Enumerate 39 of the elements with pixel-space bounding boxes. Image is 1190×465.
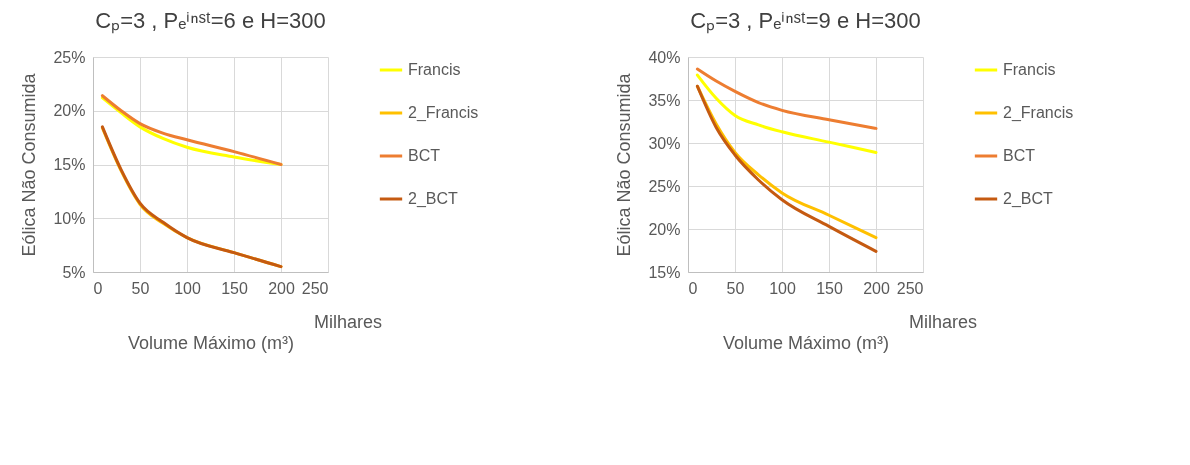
text: Milhares [908,312,978,332]
legend-label: Francis [1003,61,1056,78]
x-axis-title: Volume Máximo (m³) [722,332,890,353]
legend-label: 2_Francis [1003,104,1074,122]
y-tick-label: 15% [648,263,681,281]
x-tick-label: 200 [863,279,890,297]
x-tick-label: 100 [769,279,796,297]
legend-label: 2_BCT [1003,190,1054,208]
legend-label: 2_Francis [408,104,479,122]
x-tick-label: 100 [174,279,201,297]
x-tick-label: 250 [301,279,329,297]
y-tick-label: 30% [648,134,681,152]
x-tick-label: 0 [93,279,103,297]
y-tick-label: 15% [53,156,86,173]
legend-label: BCT [1003,147,1036,164]
x-tick-label: 150 [221,279,248,297]
x-axis-title: Volume Máximo (m³) [127,332,295,353]
x-tick-label: 50 [131,279,150,297]
x-tick-label: 200 [268,279,295,297]
legend-label: Francis [408,61,461,78]
text: Milhares [313,312,383,332]
x-tick-label: 0 [688,279,698,297]
y-tick-label: 10% [53,209,86,227]
legend-label: BCT [408,147,441,164]
y-tick-label: 35% [648,91,681,109]
y-tick-label: 25% [53,48,86,66]
y-tick-label: 20% [53,102,86,120]
y-tick-label: 25% [648,177,681,195]
y-axis-title: Eólica Não Consumida [614,72,635,257]
x-tick-label: 250 [896,279,924,297]
y-tick-label: 20% [648,220,681,238]
y-tick-label: 5% [62,263,86,281]
y-tick-label: 40% [648,48,681,66]
x-tick-label: 50 [726,279,745,297]
y-axis-title: Eólica Não Consumida [19,72,40,257]
chart-title: Cₚ=3 , Pₑⁱⁿˢᵗ=6 e H=300 [95,8,326,34]
legend-label: 2_BCT [408,190,459,208]
x-tick-label: 150 [816,279,843,297]
chart-title: Cₚ=3 , Pₑⁱⁿˢᵗ=9 e H=300 [690,8,921,34]
